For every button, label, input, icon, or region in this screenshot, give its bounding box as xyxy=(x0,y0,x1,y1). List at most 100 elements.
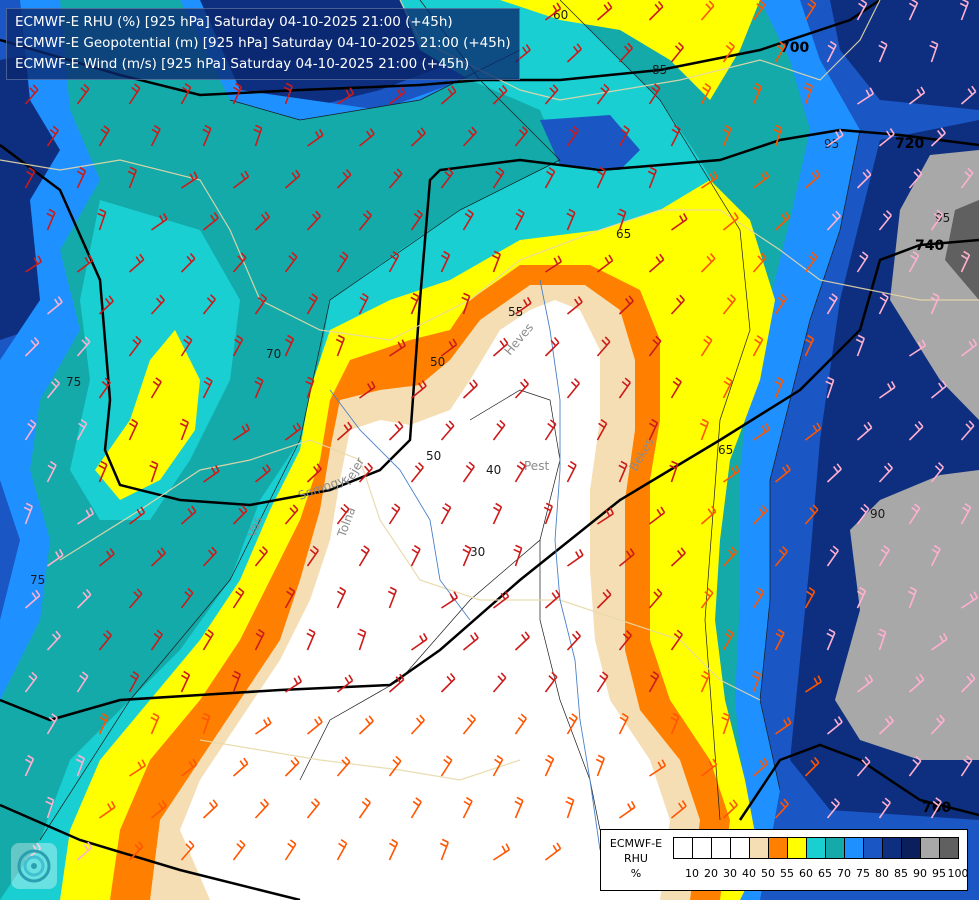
wind-barb xyxy=(856,421,873,441)
wind-barb xyxy=(878,797,891,819)
wind-barb xyxy=(907,586,917,609)
wind-barb xyxy=(232,757,249,777)
wind-barb xyxy=(930,714,945,735)
wind-barb xyxy=(149,460,159,483)
wind-barb xyxy=(929,40,939,63)
legend-swatch xyxy=(882,837,902,859)
rh-label: 70 xyxy=(266,347,281,361)
wind-barb xyxy=(722,294,736,315)
legend-tick: 95 xyxy=(932,867,946,880)
wind-barb xyxy=(566,713,578,735)
wind-barb xyxy=(410,462,424,483)
wind-barb xyxy=(514,631,530,651)
rh-zone-85-ne xyxy=(830,0,979,110)
wind-barb xyxy=(826,293,838,315)
wind-barb xyxy=(909,339,927,357)
wind-barb xyxy=(699,418,709,441)
wind-barb xyxy=(566,630,581,651)
wind-barb xyxy=(46,208,56,231)
wind-barb xyxy=(700,505,717,525)
legend-swatch xyxy=(939,837,959,859)
wind-barb xyxy=(46,713,58,735)
wind-barb xyxy=(306,463,322,483)
wind-barb xyxy=(492,672,507,693)
wind-barb xyxy=(440,420,455,441)
wind-barb xyxy=(410,544,421,567)
wind-barb xyxy=(595,754,605,777)
wind-barb xyxy=(700,335,713,357)
wind-barb xyxy=(388,168,403,189)
wind-barb xyxy=(440,167,454,189)
wind-barb xyxy=(46,630,61,651)
wind-barb xyxy=(202,799,218,819)
wind-barb xyxy=(669,460,679,483)
wind-barb xyxy=(908,86,926,105)
geopotential-labels: 700 720 740 760 xyxy=(780,40,951,816)
wind-barb xyxy=(618,548,635,567)
wind-barb xyxy=(336,168,352,189)
wind-barb xyxy=(254,798,269,819)
wind-barb xyxy=(908,755,922,777)
wind-barb xyxy=(619,800,636,819)
wind-barb xyxy=(596,588,612,609)
wind-barb xyxy=(774,376,784,399)
wind-barb xyxy=(254,376,264,399)
legend-swatch xyxy=(844,837,864,859)
wind-barb xyxy=(45,796,55,819)
wind-barb xyxy=(930,127,946,147)
wind-barb xyxy=(180,840,195,861)
wind-barb xyxy=(565,796,575,819)
legend-swatch xyxy=(806,837,826,859)
wind-barb xyxy=(856,503,870,525)
wind-barb xyxy=(826,210,841,231)
wind-barb xyxy=(648,83,661,105)
rh-label: 75 xyxy=(66,375,81,389)
wind-barb xyxy=(24,671,38,693)
wind-barb xyxy=(596,166,607,189)
wind-barb xyxy=(492,419,506,441)
wind-barb xyxy=(76,166,87,189)
wind-barb xyxy=(336,839,348,861)
wind-barb xyxy=(753,423,771,441)
wind-barb xyxy=(98,295,114,315)
wind-barb xyxy=(545,255,563,273)
wind-barb xyxy=(491,250,501,273)
wind-barb xyxy=(306,210,321,231)
wind-barb xyxy=(284,587,296,609)
wind-barb xyxy=(410,292,420,315)
wind-barb xyxy=(878,210,892,231)
place-label-pest: Pest xyxy=(524,459,549,473)
wind-barb xyxy=(878,128,895,147)
wind-barb xyxy=(203,464,220,483)
header-geopotential-line: ECMWF-E Geopotential (m) [925 hPa] Satur… xyxy=(15,35,511,51)
wind-barb xyxy=(98,548,115,567)
wind-barb xyxy=(128,840,144,861)
wind-barb xyxy=(647,166,657,189)
wind-barb xyxy=(306,545,319,567)
wind-barb xyxy=(284,504,299,525)
wind-barb xyxy=(752,0,766,21)
rh-label: 75 xyxy=(30,573,45,587)
wind-barb xyxy=(254,293,267,315)
wind-barb xyxy=(76,254,94,273)
rh-zone-100 xyxy=(945,200,979,300)
wind-barb xyxy=(722,799,738,819)
wind-barb xyxy=(439,838,449,861)
geopotential-line-760 xyxy=(0,743,979,900)
wind-barb xyxy=(774,41,786,63)
wind-barb xyxy=(960,167,974,189)
wind-barb xyxy=(544,754,555,777)
wind-barb xyxy=(492,337,509,357)
wind-barb xyxy=(410,380,427,399)
geopotential-line-740 xyxy=(0,238,979,722)
wind-barb xyxy=(24,754,35,777)
wind-barb xyxy=(566,125,579,147)
legend-swatch xyxy=(692,837,712,859)
legend-swatch xyxy=(901,837,921,859)
rh-label: 50 xyxy=(426,449,441,463)
wind-barb xyxy=(700,587,714,609)
legend-swatch xyxy=(787,837,807,859)
wind-barb xyxy=(76,841,93,861)
wind-barb xyxy=(128,253,145,273)
wind-barb xyxy=(358,545,370,567)
